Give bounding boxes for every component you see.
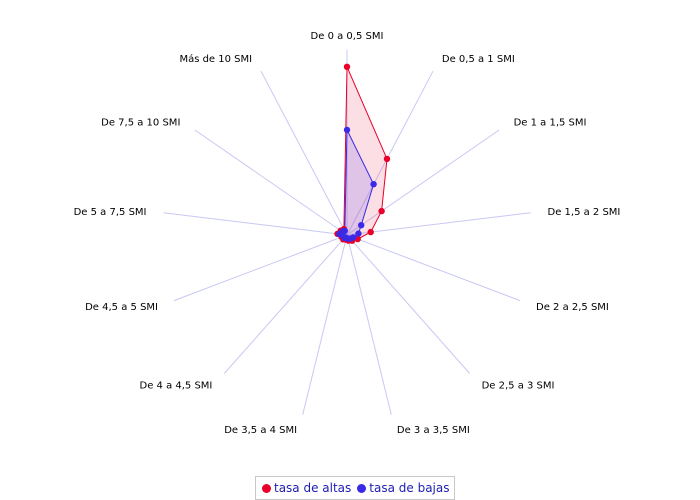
radar-spoke xyxy=(173,234,348,302)
radar-axis-label: De 1 a 1,5 SMI xyxy=(514,117,587,128)
radar-point-1-12[interactable] xyxy=(341,227,348,234)
radar-point-0-1[interactable] xyxy=(383,155,391,163)
radar-spoke xyxy=(223,234,348,374)
radar-axis-label: De 7,5 a 10 SMI xyxy=(101,117,180,128)
radar-axis-label: De 5 a 7,5 SMI xyxy=(74,207,147,218)
radar-spoke xyxy=(194,129,348,236)
legend: tasa de altas tasa de bajas xyxy=(255,476,455,500)
radar-point-1-1[interactable] xyxy=(370,181,377,188)
legend-label-altas: tasa de altas xyxy=(274,481,352,495)
radar-spoke xyxy=(260,70,348,236)
radar-point-0-2[interactable] xyxy=(378,207,385,215)
radar-point-1-3[interactable] xyxy=(355,230,362,237)
radar-axis-label: De 2 a 2,5 SMI xyxy=(536,302,609,313)
radar-point-1-0[interactable] xyxy=(343,126,351,134)
legend-item-bajas[interactable]: tasa de bajas xyxy=(355,481,450,495)
radar-point-0-0[interactable] xyxy=(343,63,351,70)
radar-spoke xyxy=(346,234,392,415)
radar-spoke xyxy=(302,234,348,415)
radar-point-1-2[interactable] xyxy=(358,222,365,229)
radar-spoke xyxy=(346,70,434,236)
radar-axis-label: De 0 a 0,5 SMI xyxy=(311,31,384,42)
radar-axis-label: De 0,5 a 1 SMI xyxy=(442,54,515,65)
radar-point-0-3[interactable] xyxy=(367,228,374,236)
legend-swatch-altas xyxy=(262,483,271,493)
radar-series-areas xyxy=(336,66,388,242)
radar-spokes xyxy=(163,50,531,415)
radar-axis-labels: De 0 a 0,5 SMI De 0,5 a 1 SMI De 1 a 1,5 S… xyxy=(74,31,621,436)
legend-label-bajas: tasa de bajas xyxy=(369,481,450,495)
radar-axis-label: De 2,5 a 3 SMI xyxy=(482,381,555,392)
radar-axis-label: De 3 a 3,5 SMI xyxy=(397,425,470,436)
legend-swatch-bajas xyxy=(357,483,367,493)
radar-series-points xyxy=(334,63,391,244)
radar-axis-label: De 4 a 4,5 SMI xyxy=(140,381,213,392)
radar-spoke xyxy=(163,212,348,236)
radar-axis-label: De 4,5 a 5 SMI xyxy=(85,302,158,313)
radar-spoke xyxy=(346,129,500,236)
legend-item-altas[interactable]: tasa de altas xyxy=(260,481,351,495)
radar-axis-label: De 3,5 a 4 SMI xyxy=(224,425,297,436)
radar-spoke xyxy=(346,212,531,236)
radar-axis-label: De 1,5 a 2 SMI xyxy=(548,207,621,218)
radar-spoke xyxy=(346,234,521,302)
radar-axis-label: Más de 10 SMI xyxy=(179,53,252,65)
radar-spoke xyxy=(346,234,471,374)
